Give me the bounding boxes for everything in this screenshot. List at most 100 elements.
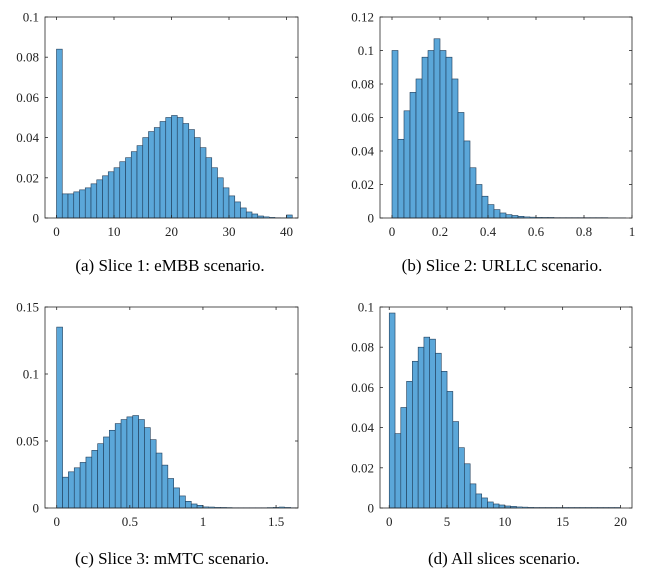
histogram-bar bbox=[113, 167, 121, 219]
histogram-bar bbox=[96, 179, 103, 219]
x-tick-label: 15 bbox=[556, 514, 569, 529]
histogram-bar bbox=[176, 117, 184, 219]
panel-caption: (b) Slice 2: URLLC scenario. bbox=[402, 256, 603, 275]
histogram-bar bbox=[498, 504, 506, 509]
x-tick-label: 1 bbox=[629, 224, 636, 239]
histogram-bar bbox=[125, 157, 132, 219]
histogram-bar bbox=[199, 147, 207, 219]
histogram-bar bbox=[194, 137, 201, 219]
histogram-bar bbox=[61, 193, 69, 219]
y-tick-label: 0.06 bbox=[351, 380, 374, 395]
histogram-bar bbox=[451, 78, 459, 219]
histogram-bar bbox=[153, 127, 161, 219]
y-tick-label: 0 bbox=[33, 211, 40, 226]
x-tick-label: 5 bbox=[444, 514, 451, 529]
y-tick-label: 0.1 bbox=[358, 300, 374, 315]
x-tick-label: 10 bbox=[498, 514, 511, 529]
histogram-bar bbox=[222, 187, 230, 219]
histogram-bar bbox=[155, 452, 163, 509]
histogram-bar bbox=[211, 167, 218, 219]
histogram-bar bbox=[409, 92, 417, 219]
histogram-bar bbox=[446, 391, 454, 509]
histogram-bar bbox=[245, 211, 253, 219]
histogram-bar bbox=[286, 214, 293, 219]
histogram-bar bbox=[388, 312, 396, 509]
histogram-bar bbox=[102, 175, 109, 219]
histogram-bar bbox=[394, 433, 402, 509]
histogram-panel-3: 0 0.5 1 1.5 0 0.05 0.1 0.15 (c) Slice 3: mMTC sc… bbox=[16, 300, 299, 568]
histogram-bar bbox=[445, 56, 453, 219]
histogram-bar bbox=[412, 360, 419, 509]
histogram-bar bbox=[130, 151, 138, 219]
panel-caption: (d) All slices scenario. bbox=[428, 549, 580, 568]
x-tick-label: 0.6 bbox=[528, 224, 545, 239]
x-tick-label: 0.5 bbox=[122, 514, 138, 529]
histogram-bar bbox=[85, 456, 93, 509]
histogram-bar bbox=[136, 145, 144, 219]
histogram-bar bbox=[165, 117, 172, 219]
histogram-bar bbox=[185, 500, 192, 509]
x-tick-label: 0 bbox=[53, 514, 60, 529]
histogram-bar bbox=[463, 140, 471, 219]
y-tick-label: 0.02 bbox=[351, 177, 374, 192]
histogram-bar bbox=[173, 487, 180, 509]
histogram-bar bbox=[182, 123, 190, 219]
histogram-bar bbox=[144, 427, 151, 509]
y-tick-label: 0.1 bbox=[23, 10, 39, 25]
histogram-bar bbox=[103, 436, 110, 509]
x-tick-label: 0.2 bbox=[432, 224, 448, 239]
y-tick-label: 0.04 bbox=[351, 420, 374, 435]
histogram-bar bbox=[499, 212, 507, 219]
histogram-bar bbox=[493, 209, 501, 219]
histogram-bar bbox=[84, 187, 92, 219]
y-tick-label: 0.08 bbox=[351, 340, 374, 355]
histogram-bar bbox=[132, 415, 139, 509]
histogram-panel-1: 0 10 20 30 40 0 0.02 0.04 0.06 0.08 0.1 (a) Slice 1… bbox=[16, 10, 299, 275]
x-tick-label: 30 bbox=[223, 224, 236, 239]
histogram-bar bbox=[440, 371, 448, 509]
x-tick-label: 40 bbox=[280, 224, 293, 239]
x-tick-label: 0 bbox=[389, 224, 396, 239]
histogram-bar bbox=[228, 195, 236, 219]
y-tick-label: 0.08 bbox=[351, 77, 374, 92]
y-tick-label: 0 bbox=[368, 501, 375, 516]
histogram-bar bbox=[73, 191, 80, 219]
histogram-panel-2: 0 0.2 0.4 0.6 0.8 1 0 0.02 0.04 0.06 0.08 0.1 0.12 (b… bbox=[351, 10, 635, 276]
histogram-bar bbox=[439, 50, 447, 219]
y-tick-label: 0.02 bbox=[16, 170, 39, 185]
histogram-bar bbox=[205, 157, 213, 219]
histogram-bar bbox=[452, 421, 459, 509]
y-tick-label: 0.1 bbox=[358, 43, 374, 58]
y-tick-label: 0.06 bbox=[351, 110, 374, 125]
histogram-bar bbox=[107, 171, 115, 219]
histogram-bar bbox=[126, 416, 134, 509]
histogram-bar bbox=[464, 463, 471, 509]
histogram-bar bbox=[234, 201, 241, 219]
histogram-bar bbox=[190, 503, 198, 509]
histogram-bar bbox=[120, 419, 128, 509]
axes-box bbox=[379, 306, 633, 509]
histogram-bar bbox=[97, 443, 104, 509]
histogram-bar bbox=[429, 338, 436, 509]
histogram-bar bbox=[469, 167, 477, 219]
histogram-bar bbox=[91, 450, 98, 509]
histogram-bar bbox=[159, 121, 167, 219]
x-tick-label: 0 bbox=[386, 514, 393, 529]
y-tick-label: 0.04 bbox=[351, 144, 374, 159]
histogram-bar bbox=[397, 138, 405, 219]
histogram-bar bbox=[73, 467, 81, 509]
y-tick-label: 0.08 bbox=[16, 50, 39, 65]
y-tick-label: 0.06 bbox=[16, 90, 39, 105]
histogram-bar bbox=[217, 177, 224, 219]
x-tick-label: 0.8 bbox=[576, 224, 592, 239]
histogram-bar bbox=[56, 326, 63, 509]
x-tick-label: 0 bbox=[53, 224, 60, 239]
histogram-bar bbox=[423, 336, 431, 509]
histogram-bar bbox=[79, 189, 86, 219]
y-tick-label: 0.15 bbox=[16, 300, 39, 315]
x-tick-label: 1 bbox=[200, 514, 207, 529]
histogram-bar bbox=[421, 56, 429, 219]
histogram-bar bbox=[171, 115, 178, 219]
histogram-bar bbox=[148, 131, 155, 219]
